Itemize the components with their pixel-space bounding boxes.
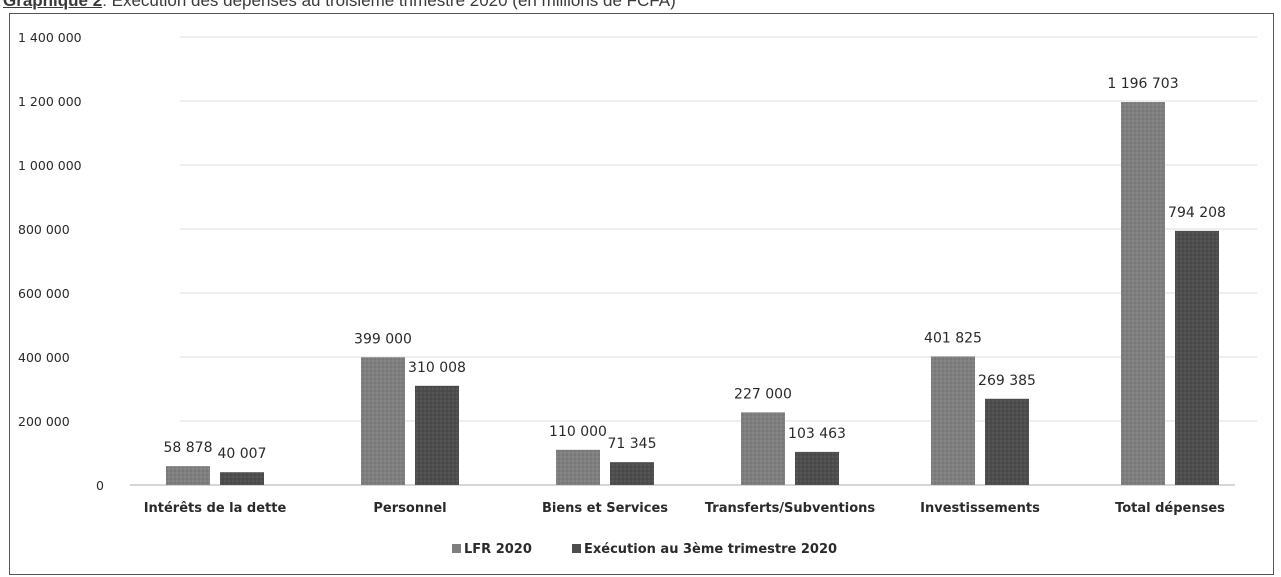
data-label: 71 345 <box>608 436 657 452</box>
legend-label: LFR 2020 <box>464 542 532 557</box>
chart-frame <box>9 13 1274 575</box>
legend-swatch <box>572 544 581 553</box>
y-tick-label: 1 000 000 <box>18 158 82 173</box>
data-label: 310 008 <box>408 360 466 376</box>
data-label: 794 208 <box>1168 205 1226 221</box>
bar-texture <box>931 356 975 485</box>
y-tick-label: 800 000 <box>18 222 70 237</box>
data-label: 40 007 <box>218 446 267 462</box>
data-label: 103 463 <box>788 426 846 442</box>
x-category-label: Total dépenses <box>1115 501 1225 516</box>
data-label: 399 000 <box>354 331 412 347</box>
bar-texture <box>795 451 839 485</box>
data-label: 110 000 <box>549 424 607 440</box>
bar-texture <box>1175 230 1219 485</box>
bar-texture <box>415 385 459 485</box>
bar-texture <box>741 412 785 485</box>
bar-texture <box>361 357 405 485</box>
y-tick-label: 600 000 <box>18 286 70 301</box>
y-tick-label: 0 <box>96 478 104 493</box>
legend-label: Exécution au 3ème trimestre 2020 <box>584 542 837 557</box>
bar-texture <box>220 472 264 485</box>
bar-texture <box>610 462 654 485</box>
data-label: 1 196 703 <box>1107 76 1178 92</box>
chart-caption: Graphique 2: Exécution des dépenses au t… <box>3 0 676 11</box>
x-category-label: Biens et Services <box>542 501 668 516</box>
data-label: 401 825 <box>924 330 982 346</box>
bar-texture <box>1121 102 1165 485</box>
x-category-label: Transferts/Subventions <box>705 501 876 516</box>
bar-texture <box>556 449 600 485</box>
data-label: 227 000 <box>734 386 792 402</box>
x-category-label: Investissements <box>920 501 1040 516</box>
y-tick-label: 400 000 <box>18 350 70 365</box>
bar-texture <box>985 398 1029 485</box>
data-label: 269 385 <box>978 373 1036 389</box>
y-tick-label: 200 000 <box>18 414 70 429</box>
y-tick-label: 1 200 000 <box>18 94 82 109</box>
legend-swatch <box>452 544 461 553</box>
bar-texture <box>166 466 210 485</box>
data-label: 58 878 <box>164 440 213 456</box>
x-category-label: Personnel <box>373 501 446 516</box>
caption-lead: Graphique 2 <box>3 0 103 10</box>
caption-text: : Exécution des dépenses au troisième tr… <box>102 0 676 10</box>
x-category-label: Intérêts de la dette <box>144 501 287 516</box>
y-tick-label: 1 400 000 <box>18 30 82 45</box>
